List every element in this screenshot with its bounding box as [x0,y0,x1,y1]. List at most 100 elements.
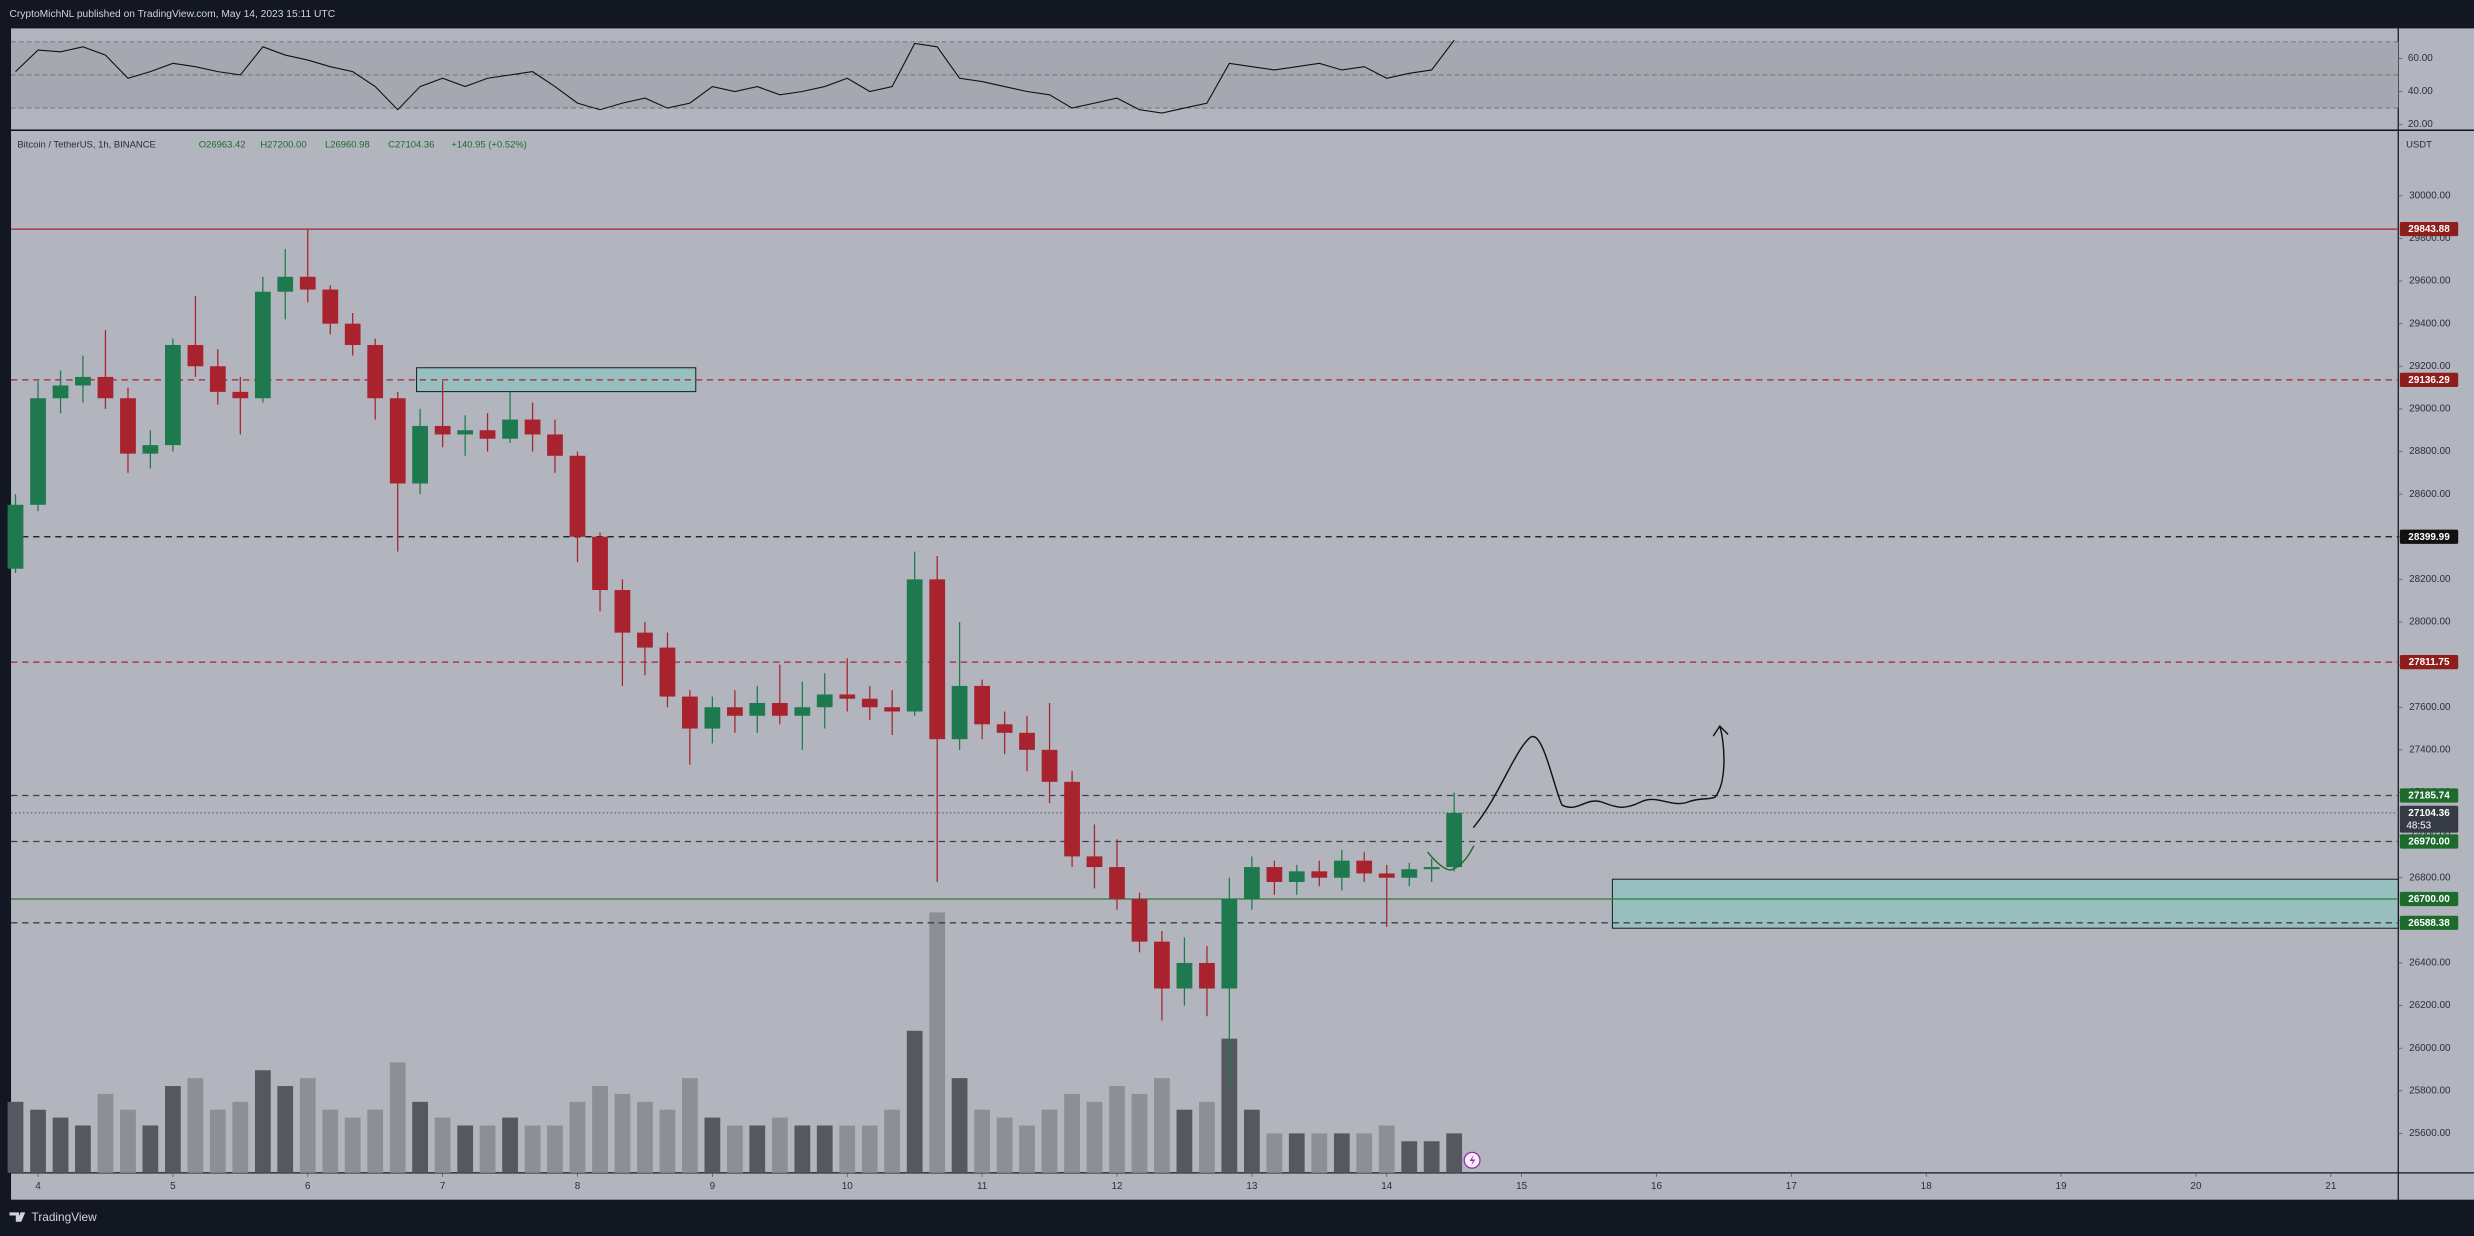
y-tick-label: 28800.00 [2409,446,2451,457]
level-badge [2399,915,2459,930]
x-tick-label: 4 [35,1181,41,1192]
candle-body [906,579,923,712]
volume-bar [344,1117,361,1173]
legend-low: L26960.98 [325,140,370,151]
volume-layer [7,912,1463,1173]
volume-bar [1423,1141,1440,1173]
volume-bar [1176,1109,1193,1173]
candle-body [794,707,811,716]
level-badge [2399,834,2459,849]
rsi-line [15,39,1455,114]
legend-change: +140.95 (+0.52%) [451,140,527,151]
volume-bar [502,1117,518,1173]
volume-bar [816,1125,833,1173]
candle-body [1199,962,1215,989]
volume-bar [637,1101,653,1173]
level-label: 27811.75 [2409,657,2450,668]
x-tick-label: 20 [2190,1181,2202,1192]
candle-body [727,707,743,716]
x-tick-label: 10 [842,1181,854,1192]
volume-bar [187,1078,204,1173]
level-label: 26588.38 [2408,918,2450,929]
x-tick-label: 12 [1111,1181,1123,1192]
candle-body [659,647,676,697]
level-label: 29136.29 [2408,375,2450,386]
y-tick-label: 28200.00 [2409,574,2451,585]
event-icon-bolt [1469,1154,1476,1166]
volume-bar [254,1070,271,1173]
footer-logo: TradingView [9,1210,97,1224]
candle-body [861,698,878,708]
rsi-layer [11,39,2399,114]
candle-body [1064,781,1080,857]
candle-body [1333,860,1350,878]
candle-body [524,419,541,435]
footer-brand: TradingView [32,1210,98,1224]
candle-body [322,289,339,324]
candle-body [839,694,856,699]
y-tick-label: 27600.00 [2409,702,2451,713]
volume-bar [1356,1133,1373,1173]
volume-bar [479,1125,496,1173]
candle-body [681,696,698,729]
price-pane [11,131,2399,1173]
candle-body [187,344,204,367]
candle-body [771,702,788,716]
y-tick-label: 29000.00 [2409,404,2451,415]
volume-bar [906,1030,923,1173]
y-tick-label: 29200.00 [2409,361,2451,372]
candle-body [344,323,361,345]
candle-body [30,398,46,505]
legend-open: O26963.42 [199,140,246,151]
volume-bar [165,1086,181,1173]
volume-bar [142,1125,159,1173]
y-tick-label: 29600.00 [2409,276,2451,287]
candle-body [884,707,901,712]
y-tick-label: 29400.00 [2409,318,2451,329]
volume-bar [1333,1133,1350,1173]
y-tick-label: 26000.00 [2409,1043,2451,1054]
candle-body [1266,867,1283,882]
volume-bar [1378,1125,1395,1173]
candle-body [1378,873,1395,878]
candle-body [75,376,91,386]
projection-drawing [1427,725,1729,871]
candle-body [1109,867,1125,900]
countdown-label: 48:53 [2406,821,2431,832]
x-tick-label: 19 [2056,1181,2068,1192]
volume-bar [1401,1141,1418,1173]
level-badge [2399,372,2459,387]
candle-body [1423,867,1440,870]
rsi-tick-label: 40.00 [2408,86,2433,97]
volume-bar [75,1125,91,1173]
x-tick-label: 16 [1651,1181,1663,1192]
y-tick-label: 25800.00 [2409,1085,2451,1096]
candle-body [1401,869,1418,878]
volume-bar [299,1078,316,1173]
x-tick-label: 11 [977,1181,988,1192]
volume-bar [1199,1101,1215,1173]
candle-body [479,430,496,439]
volume-bar [861,1125,878,1173]
level-badge [2399,529,2459,544]
candle-body [569,455,586,537]
level-label: 28399.99 [2408,532,2450,543]
x-tick-label: 15 [1516,1181,1528,1192]
y-tick-label: 26200.00 [2409,1000,2451,1011]
x-tick-label: 6 [305,1181,311,1192]
volume-bar [592,1086,608,1173]
volume-bar [1019,1125,1035,1173]
candle-body [209,366,226,392]
y-tick-label: 28000.00 [2409,617,2451,628]
volume-bar [771,1117,788,1173]
volume-bar [974,1109,991,1173]
rsi-tick-label: 60.00 [2408,53,2433,64]
candle-body [637,632,653,648]
level-badge [2399,788,2459,803]
projection-arrowhead [1712,725,1729,737]
candle-body [254,291,271,399]
candle-body [929,579,946,740]
candle-body [1288,871,1305,882]
